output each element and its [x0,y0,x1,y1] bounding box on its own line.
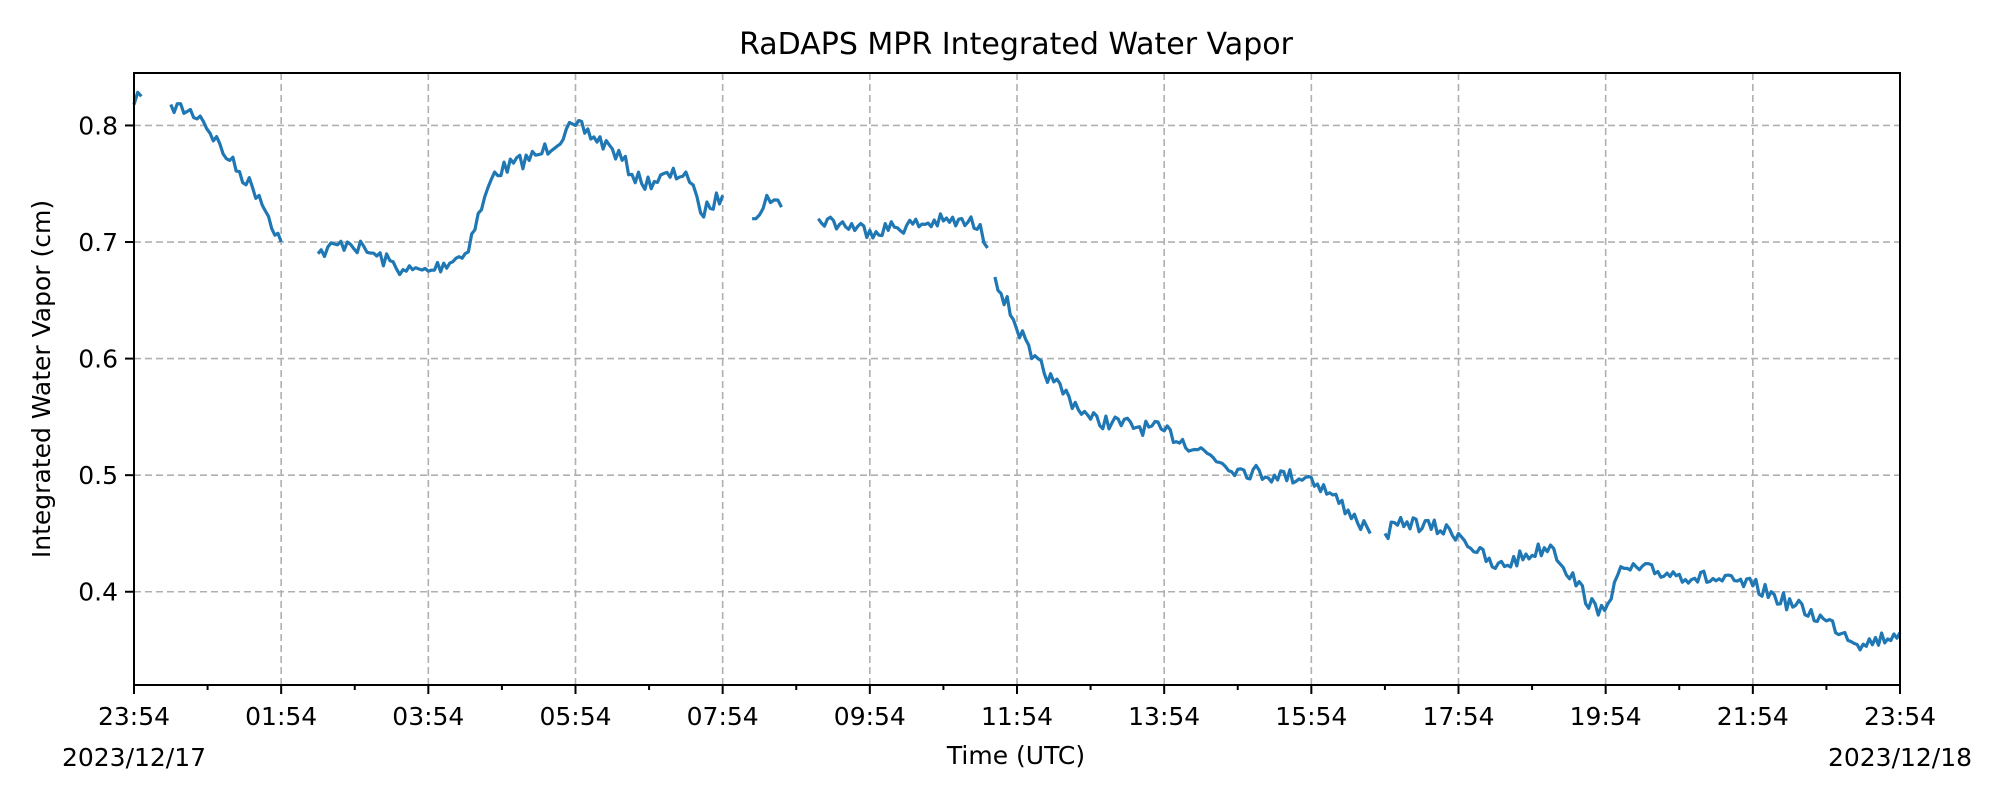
x-tick-label: 21:54 [1717,702,1789,731]
y-axis: 0.4 0.5 0.6 0.7 0.8 [78,111,134,607]
x-tick-label: 03:54 [392,702,464,731]
x-tick-label: 15:54 [1275,702,1347,731]
grid [133,73,1901,685]
x-tick-label: 07:54 [687,702,759,731]
x-tick-label: 23:54 [98,702,170,731]
x-end-date-label: 2023/12/18 [1828,743,1972,772]
x-tick-label: 05:54 [539,702,611,731]
y-tick-label: 0.6 [78,345,118,374]
series-line-segment [817,212,989,249]
x-tick-label: 23:54 [1864,702,1936,731]
series-line-segment [169,102,283,243]
y-tick-label: 0.8 [78,111,118,140]
y-tick-label: 0.4 [78,578,118,607]
y-axis-label: Integrated Water Vapor (cm) [27,200,56,558]
y-tick-label: 0.5 [78,461,118,490]
series-line-segment [316,118,725,277]
y-tick-label: 0.7 [78,228,118,257]
series-layer [132,90,1902,652]
x-start-date-label: 2023/12/17 [62,743,206,772]
x-tick-label: 17:54 [1422,702,1494,731]
x-tick-label: 11:54 [981,702,1053,731]
x-tick-label: 09:54 [834,702,906,731]
x-tick-label: 01:54 [245,702,317,731]
series-line-segment [993,276,1372,535]
series-line-segment [1383,515,1902,652]
x-axis-label: Time (UTC) [946,741,1085,770]
x-tick-label: 19:54 [1570,702,1642,731]
x-axis: 23:54 01:54 03:54 05:54 07:54 09:54 11:54 13:54… [98,685,1936,731]
series-line-segment [132,90,143,105]
chart-title: RaDAPS MPR Integrated Water Vapor [739,27,1294,62]
series-line-segment [752,193,783,221]
x-tick-label: 13:54 [1128,702,1200,731]
